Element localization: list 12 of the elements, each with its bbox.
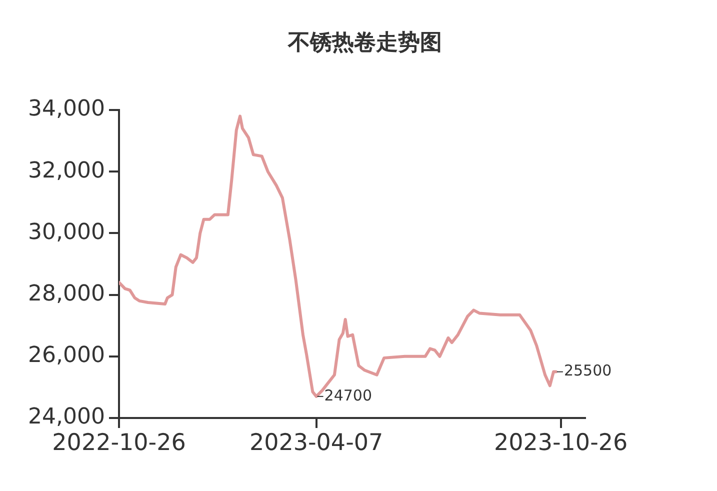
y-tick-label: 30,000 xyxy=(28,220,105,245)
y-tick-label: 26,000 xyxy=(28,343,105,368)
chart-title: 不锈热卷走势图 xyxy=(287,30,442,56)
y-tick-label: 34,000 xyxy=(28,96,105,122)
y-tick-label: 28,000 xyxy=(28,282,105,307)
y-tick-label: 32,000 xyxy=(28,158,105,184)
annotation: 25500 xyxy=(564,362,612,380)
x-tick-label: 2022-10-26 xyxy=(52,430,186,456)
x-tick-label: 2023-04-07 xyxy=(249,430,384,456)
annotation: 24700 xyxy=(324,386,372,404)
y-tick-label: 24,000 xyxy=(28,404,105,430)
x-tick-label: 2023-10-26 xyxy=(494,430,628,456)
